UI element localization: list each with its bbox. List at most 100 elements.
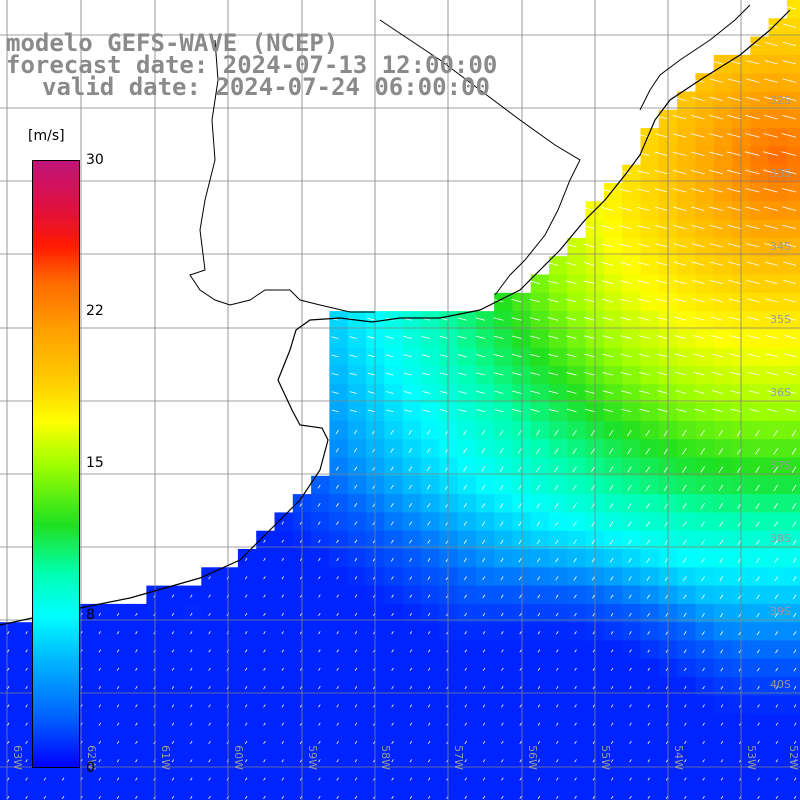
wind-speed-cell (439, 530, 459, 550)
longitude-label: 62W (85, 745, 98, 770)
wind-vector (757, 686, 760, 690)
wind-vector (764, 42, 778, 47)
wind-speed-cell (384, 768, 404, 788)
wind-vector (263, 594, 266, 598)
wind-vector (737, 521, 742, 528)
wind-speed-cell (530, 603, 550, 623)
wind-vector (537, 631, 541, 635)
wind-vector (621, 408, 632, 413)
wind-vector (116, 722, 120, 726)
wind-speed-cell (640, 530, 660, 550)
wind-speed-cell (732, 329, 751, 349)
wind-speed-cell (677, 530, 696, 550)
wind-vector (765, 23, 778, 28)
wind-vector (766, 408, 778, 413)
wind-vector (628, 557, 632, 563)
wind-vector (793, 740, 797, 745)
wind-speed-cell (402, 475, 422, 495)
wind-vector (629, 649, 632, 653)
wind-vector (639, 390, 650, 394)
wind-speed-cell (494, 366, 513, 385)
wind-speed-cell (768, 713, 788, 733)
wind-speed-cell (274, 768, 294, 788)
wind-vector (536, 503, 541, 509)
wind-vector (408, 484, 413, 490)
wind-vector (353, 429, 358, 435)
wind-vector (263, 740, 266, 745)
wind-speed-cell (384, 420, 404, 440)
wind-speed-cell (329, 402, 349, 422)
wind-vector (499, 429, 504, 436)
wind-vector (529, 335, 540, 339)
wind-vector (537, 722, 541, 726)
wind-speed-cell (567, 384, 587, 404)
wind-vector (700, 521, 705, 527)
wind-speed-cell (384, 530, 404, 550)
wind-vector (537, 777, 541, 781)
wind-speed-cell (366, 713, 385, 733)
wind-vector (547, 298, 559, 303)
wind-speed-cell (640, 713, 660, 733)
wind-speed-cell (439, 713, 459, 733)
wind-speed-cell (420, 530, 440, 550)
wind-vector (637, 206, 650, 211)
wind-speed-cell (768, 677, 788, 696)
wind-vector (482, 686, 486, 690)
wind-vector (690, 151, 705, 156)
wind-vector (793, 722, 797, 726)
wind-speed-cell (475, 750, 495, 770)
wind-speed-cell (750, 640, 770, 660)
wind-speed-cell (475, 347, 495, 367)
wind-vector (637, 261, 650, 266)
wind-vector (610, 686, 614, 690)
wind-vector (409, 722, 413, 726)
wind-speed-cell (713, 54, 733, 74)
wind-speed-cell (750, 201, 770, 221)
wind-vector (763, 169, 778, 175)
wind-vector (654, 188, 669, 193)
wind-speed-cell (732, 494, 751, 513)
wind-speed-cell (402, 366, 422, 385)
wind-vector (711, 371, 723, 376)
wind-speed-cell (549, 366, 568, 385)
wind-speed-cell (420, 329, 440, 349)
wind-vector (610, 612, 614, 617)
wind-vector (318, 612, 321, 616)
wind-vector (427, 521, 431, 526)
wind-vector (719, 521, 724, 528)
wind-speed-cell (329, 732, 349, 751)
wind-speed-cell (713, 256, 733, 276)
wind-vector (463, 429, 467, 436)
wind-speed-cell (347, 366, 367, 385)
wind-vector (620, 316, 632, 321)
wind-vector (244, 594, 248, 598)
wind-speed-cell (347, 512, 367, 532)
wind-speed-cell (567, 292, 587, 312)
wind-speed-cell (603, 439, 623, 459)
wind-speed-cell (237, 677, 257, 696)
wind-speed-cell (311, 603, 330, 623)
wind-vector (440, 409, 449, 413)
wind-speed-cell (567, 567, 587, 587)
wind-vector (572, 484, 577, 491)
wind-speed-cell (713, 384, 733, 404)
wind-speed-cell (732, 768, 751, 788)
wind-vector (481, 448, 486, 454)
wind-vector (590, 466, 596, 473)
wind-vector (391, 631, 394, 635)
wind-speed-cell (677, 201, 696, 221)
wind-vector (627, 539, 632, 545)
wind-speed-cell (640, 201, 660, 221)
wind-speed-cell (347, 658, 367, 678)
wind-vector (628, 631, 632, 635)
wind-vector (537, 576, 541, 581)
wind-vector (390, 429, 394, 435)
wind-vector (700, 466, 705, 473)
wind-speed-cell (384, 494, 404, 513)
wind-vector (737, 539, 742, 546)
wind-speed-cell (640, 347, 660, 367)
wind-vector (409, 795, 413, 799)
wind-vector (691, 243, 705, 248)
wind-speed-cell (475, 549, 495, 568)
